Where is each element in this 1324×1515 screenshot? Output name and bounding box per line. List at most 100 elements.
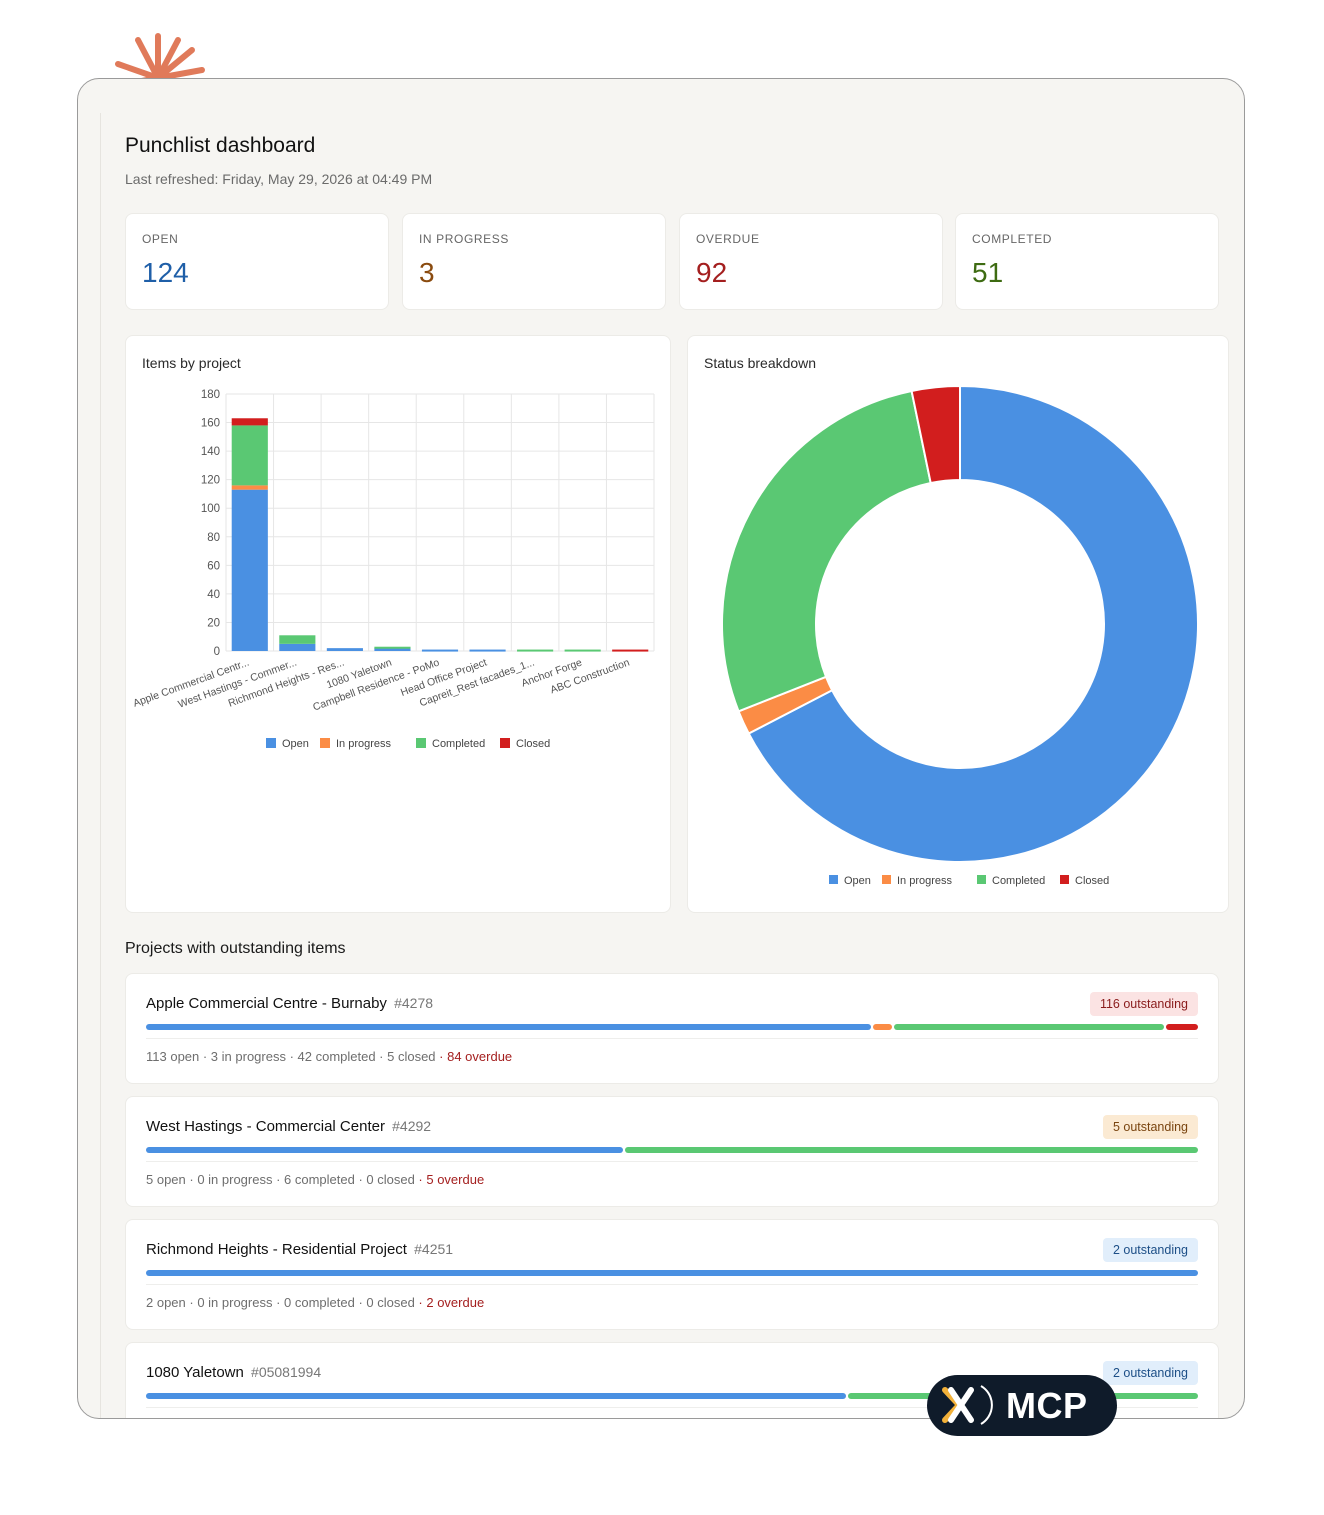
divider: [146, 1284, 1198, 1285]
project-stats: 5 open · 0 in progress · 6 completed · 0…: [146, 1172, 484, 1187]
y-tick-label: 80: [207, 532, 220, 544]
bar-open[interactable]: [279, 643, 316, 651]
status-counts: 2 open · 0 in progress · 0 completed · 0…: [146, 1295, 415, 1310]
bar-segment-in-progress: [873, 1024, 893, 1030]
legend-label[interactable]: Closed: [516, 738, 550, 750]
status-counts: 5 open · 0 in progress · 6 completed · 0…: [146, 1172, 415, 1187]
kpi-label: OVERDUE: [696, 232, 760, 246]
legend-label[interactable]: Open: [844, 875, 871, 887]
project-name: Richmond Heights - Residential Project #…: [146, 1241, 453, 1258]
status-breakdown-chart: Open In progress Completed Closed: [721, 384, 1199, 887]
bar-open[interactable]: [231, 489, 268, 651]
bar-closed[interactable]: [231, 418, 268, 426]
project-title: Apple Commercial Centre - Burnaby: [146, 995, 387, 1012]
legend-swatch: [416, 738, 426, 748]
legend-label[interactable]: Closed: [1075, 875, 1109, 887]
items-by-project-panel: Items by project 0 20 40 60 80 100 120 140 160 18…: [125, 335, 671, 913]
project-title: 1080 Yaletown: [146, 1364, 244, 1381]
project-card[interactable]: West Hastings - Commercial Center #4292 5…: [125, 1096, 1219, 1207]
bar-closed[interactable]: [612, 649, 649, 652]
bar-completed[interactable]: [517, 649, 554, 652]
kpi-value: 92: [696, 257, 728, 288]
bar-open[interactable]: [469, 649, 506, 652]
project-title: West Hastings - Commercial Center: [146, 1118, 385, 1135]
status-progress-bar: [146, 1024, 1198, 1030]
bar-in-progress[interactable]: [231, 485, 268, 490]
bar-open[interactable]: [374, 648, 411, 651]
legend-swatch: [500, 738, 510, 748]
bar-completed[interactable]: [564, 649, 601, 652]
kpi-label: COMPLETED: [972, 232, 1053, 246]
project-stats: 2 open · 0 in progress · 0 completed · 0…: [146, 1295, 484, 1310]
legend-label[interactable]: Open: [282, 738, 309, 750]
y-tick-label: 40: [207, 589, 220, 601]
project-card[interactable]: Apple Commercial Centre - Burnaby #4278 1…: [125, 973, 1219, 1084]
bar-completed[interactable]: [279, 635, 316, 644]
y-tick-label: 0: [214, 646, 220, 658]
kpi-card-open: OPEN 124: [125, 213, 389, 310]
donut-slice-open[interactable]: [747, 384, 1199, 863]
bar-completed[interactable]: [231, 425, 268, 486]
project-name: Apple Commercial Centre - Burnaby #4278: [146, 995, 433, 1012]
kpi-value: 51: [972, 257, 1004, 288]
bar-segment-closed: [1165, 1024, 1198, 1030]
legend-swatch: [266, 738, 276, 748]
outstanding-badge: 2 outstanding: [1102, 1361, 1198, 1385]
page-title: Punchlist dashboard: [125, 134, 316, 157]
legend-swatch: [882, 875, 891, 884]
kpi-card-completed: COMPLETED 51: [955, 213, 1219, 310]
overdue-count: · 84 overdue: [435, 1049, 513, 1064]
project-id: #4251: [414, 1241, 454, 1257]
kpi-label: OPEN: [142, 232, 179, 246]
y-tick-label: 160: [201, 418, 220, 430]
bar-segment-open: [146, 1024, 872, 1030]
legend-label[interactable]: In progress: [897, 875, 953, 887]
outstanding-badge: 2 outstanding: [1102, 1238, 1198, 1262]
y-tick-label: 120: [201, 475, 220, 487]
y-tick-label: 60: [207, 560, 220, 572]
donut-slice-closed[interactable]: [910, 384, 961, 485]
kpi-card-overdue: OVERDUE 92: [679, 213, 943, 310]
status-progress-bar: [146, 1270, 1198, 1276]
bar-segment-open: [146, 1270, 1198, 1276]
overdue-count: · 2 overdue: [414, 1295, 485, 1310]
legend-label[interactable]: Completed: [432, 738, 485, 750]
legend-swatch: [829, 875, 838, 884]
legend-label[interactable]: Completed: [992, 875, 1045, 887]
project-card[interactable]: Richmond Heights - Residential Project #…: [125, 1219, 1219, 1330]
legend-label[interactable]: In progress: [336, 738, 392, 750]
project-name: 1080 Yaletown #05081994: [146, 1364, 321, 1381]
bar-completed[interactable]: [374, 646, 411, 649]
last-refreshed: Last refreshed: Friday, May 29, 2026 at …: [125, 171, 433, 187]
kpi-label: IN PROGRESS: [419, 232, 509, 246]
legend-swatch: [1060, 875, 1069, 884]
kpi-value: 124: [142, 257, 189, 288]
mcp-label: MCP: [1006, 1385, 1088, 1426]
divider: [146, 1161, 1198, 1162]
donut-slice-completed[interactable]: [721, 389, 932, 713]
status-progress-bar: [146, 1147, 1198, 1153]
outstanding-badge: 5 outstanding: [1102, 1115, 1198, 1139]
bar-segment-completed: [625, 1147, 1198, 1153]
kpi-card-in-progress: IN PROGRESS 3: [402, 213, 666, 310]
bar-segment-completed: [894, 1024, 1164, 1030]
outstanding-badge: 116 outstanding: [1089, 992, 1198, 1016]
panel-title: Items by project: [142, 355, 241, 371]
overdue-count: · 5 overdue: [414, 1172, 485, 1187]
project-id: #05081994: [251, 1364, 322, 1380]
bar-segment-open: [146, 1393, 846, 1399]
mcp-watermark: MCP: [927, 1375, 1117, 1436]
legend-swatch: [320, 738, 330, 748]
bar-open[interactable]: [421, 649, 459, 652]
bar-open[interactable]: [326, 648, 363, 651]
y-tick-label: 140: [201, 446, 220, 458]
projects-section-title: Projects with outstanding items: [125, 940, 346, 957]
project-id: #4292: [392, 1118, 432, 1134]
x-logo-icon: [942, 1385, 993, 1425]
project-id: #4278: [394, 995, 434, 1011]
bar-segment-open: [146, 1147, 624, 1153]
divider: [146, 1407, 1198, 1408]
y-tick-label: 180: [201, 389, 220, 401]
app-window: Punchlist dashboard Last refreshed: Frid…: [77, 78, 1245, 1419]
